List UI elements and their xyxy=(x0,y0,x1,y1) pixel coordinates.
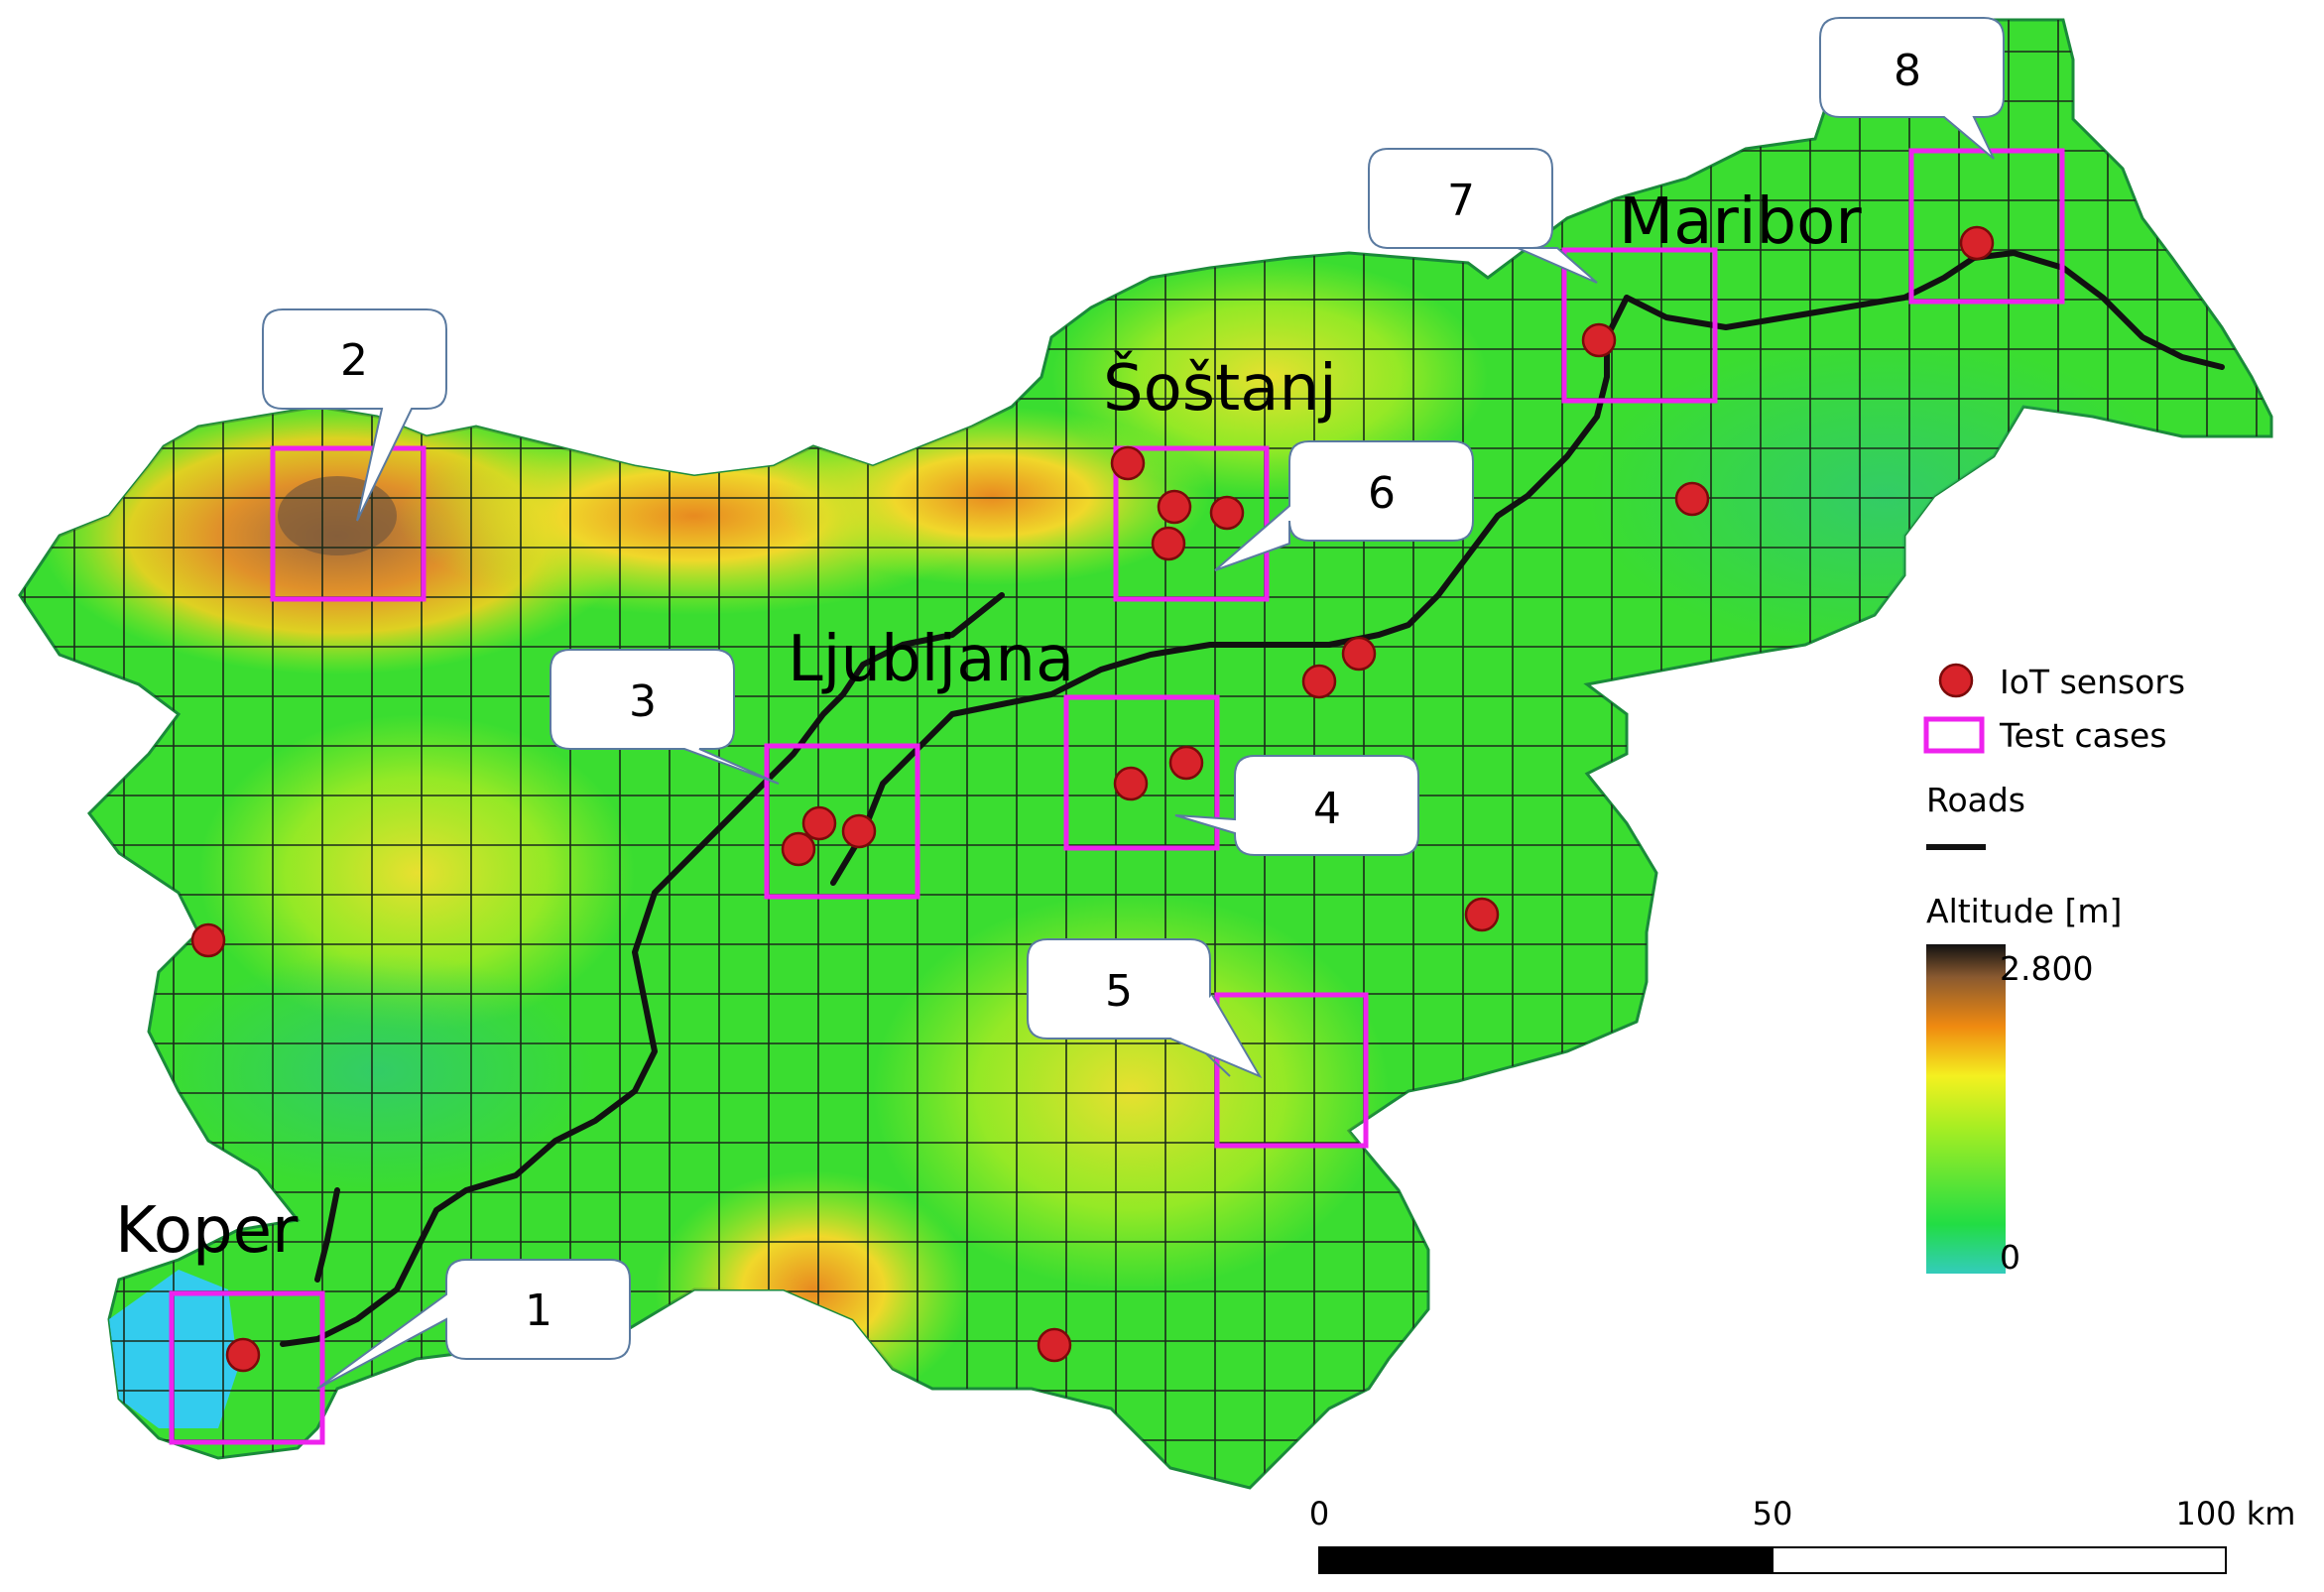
callout-7: 7 xyxy=(1368,148,1598,284)
callouts: 1 2 3 4 5 6 7 xyxy=(262,17,2005,1390)
callout-6: 6 xyxy=(1214,440,1474,571)
callout-label: 5 xyxy=(1105,966,1133,1017)
callout-label: 7 xyxy=(1447,176,1475,226)
terrain-central-west xyxy=(198,714,635,1032)
iot-sensor[interactable] xyxy=(190,922,226,958)
callout-bubble xyxy=(550,649,780,785)
legend: IoT sensors Test cases Roads Altitude [m… xyxy=(1923,663,2185,1277)
callout-label: 8 xyxy=(1894,46,1921,96)
iot-sensor[interactable] xyxy=(225,1337,261,1373)
scale-bar: 0 50 100 km xyxy=(1309,1495,2296,1574)
test-case-7[interactable] xyxy=(1561,247,1718,404)
iot-sensor[interactable] xyxy=(1037,1327,1072,1363)
iot-sensor[interactable] xyxy=(1168,745,1204,781)
callout-label: 2 xyxy=(340,335,368,386)
test-case-3[interactable] xyxy=(764,743,920,900)
iot-sensor[interactable] xyxy=(1113,766,1149,801)
iot-sensor[interactable] xyxy=(841,813,877,849)
legend-altitude-bar xyxy=(1926,944,2006,1274)
road-maribor-east xyxy=(1624,250,2225,370)
callout-bubble xyxy=(316,1259,631,1390)
callout-label: 4 xyxy=(1313,784,1341,834)
iot-sensor[interactable] xyxy=(1959,225,1995,261)
iot-sensor[interactable] xyxy=(1301,664,1337,699)
callout-8: 8 xyxy=(1819,17,2005,160)
road-koper-ljubljana xyxy=(280,592,1005,1347)
legend-test-symbol xyxy=(1923,716,1985,754)
city-label-sostanj: Šoštanj xyxy=(1103,350,1337,426)
iot-sensor[interactable] xyxy=(1151,526,1186,561)
city-label-koper: Koper xyxy=(115,1194,299,1268)
city-label-ljubljana: Ljubljana xyxy=(788,623,1074,696)
scale-bar-white xyxy=(1772,1546,2227,1574)
iot-sensor[interactable] xyxy=(1341,636,1377,672)
scale-tick-0: 0 xyxy=(1309,1495,1329,1532)
callout-bubble xyxy=(1174,755,1419,856)
legend-iot-label: IoT sensors xyxy=(2000,663,2185,701)
callout-bubble xyxy=(1214,440,1474,571)
roads xyxy=(280,250,2225,1347)
callout-4: 4 xyxy=(1174,755,1419,856)
callout-2: 2 xyxy=(262,308,447,522)
iot-sensor[interactable] xyxy=(1464,897,1500,932)
callout-label: 6 xyxy=(1368,468,1396,519)
iot-sensor[interactable] xyxy=(1581,322,1617,358)
iot-sensor[interactable] xyxy=(1157,489,1192,525)
callout-label: 3 xyxy=(629,676,657,727)
test-case-6[interactable] xyxy=(1113,445,1270,602)
terrain-lowland-karst xyxy=(159,952,595,1190)
callout-5: 5 xyxy=(1027,938,1263,1079)
city-label-maribor: Maribor xyxy=(1619,185,1862,259)
test-case-5[interactable] xyxy=(1214,992,1369,1149)
callout-pointer xyxy=(1169,994,1263,1079)
terrain-triglav-peak xyxy=(278,476,397,555)
iot-sensor[interactable] xyxy=(781,831,816,867)
legend-test-label: Test cases xyxy=(1999,716,2167,755)
test-case-2[interactable] xyxy=(270,445,427,602)
scale-bar-black xyxy=(1318,1546,1774,1574)
legend-iot-symbol xyxy=(1938,663,1974,698)
terrain-pohorje xyxy=(1051,258,1488,496)
iot-sensor[interactable] xyxy=(801,805,837,841)
city-labels: Koper Ljubljana Šoštanj Maribor xyxy=(115,185,1862,1268)
callout-bubble xyxy=(1819,17,2005,160)
iot-sensor[interactable] xyxy=(1110,445,1146,481)
callout-3: 3 xyxy=(550,649,780,785)
test-case-4[interactable] xyxy=(1063,694,1220,851)
callout-bubble xyxy=(262,308,447,522)
iot-sensor[interactable] xyxy=(1209,495,1245,531)
iot-sensors xyxy=(190,225,1995,1373)
scale-tick-50: 50 xyxy=(1753,1495,1793,1532)
callout-label: 1 xyxy=(525,1286,552,1336)
road-spur-southwest xyxy=(314,1187,340,1283)
road-ljubljana-maribor xyxy=(830,295,1630,886)
iot-sensor[interactable] xyxy=(1674,481,1710,517)
scale-tick-100: 100 km xyxy=(2176,1495,2296,1532)
callout-1: 1 xyxy=(316,1259,631,1390)
legend-altitude-max: 2.800 xyxy=(2000,949,2093,988)
callout-bubble xyxy=(1368,148,1598,284)
terrain-southeast xyxy=(873,893,1389,1289)
test-case-1[interactable] xyxy=(169,1290,325,1445)
legend-altitude-title: Altitude [m] xyxy=(1926,892,2122,930)
legend-altitude-min: 0 xyxy=(2000,1238,2020,1277)
legend-roads-label: Roads xyxy=(1926,781,2025,819)
